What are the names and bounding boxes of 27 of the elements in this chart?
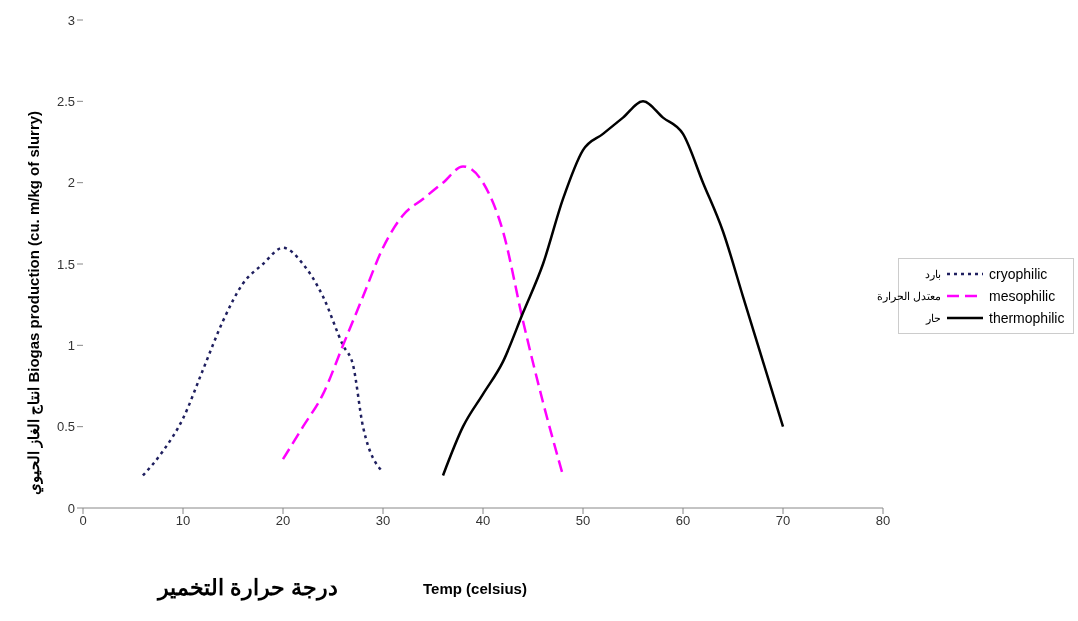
y-tick-label: 1: [67, 337, 75, 353]
y-tick-label: 2.5: [56, 93, 75, 109]
text: درجة حرارة التخمير: [158, 574, 339, 603]
text: انتاج الغاز الحيوي: [25, 386, 42, 496]
text: بارد: [924, 267, 941, 281]
legend-label: thermophilic: [989, 310, 1065, 326]
x-tick-label: 20: [275, 513, 291, 529]
y-tick-label: 0: [67, 500, 75, 516]
legend-label: cryophilic: [989, 266, 1048, 282]
x-tick-label: 10: [175, 513, 191, 529]
x-tick-label: 80: [875, 513, 891, 529]
x-axis-title: Temp (celsius): [423, 580, 527, 597]
y-tick-label: 3: [67, 12, 75, 28]
x-tick-label: 40: [475, 513, 491, 529]
x-tick-label: 50: [575, 513, 591, 529]
y-tick-label: 0.5: [56, 419, 75, 435]
x-tick-label: 0: [79, 513, 87, 529]
x-tick-label: 70: [775, 513, 791, 529]
x-tick-label: 60: [675, 513, 691, 529]
y-tick-label: 2: [67, 175, 75, 191]
y-axis-title: Biogas production (cu. m/kg of slurry): [25, 110, 42, 383]
annotation: معتدل الحرارة: [876, 289, 941, 303]
x-tick-label: 30: [375, 513, 391, 529]
text: حار: [924, 311, 941, 325]
y-tick-label: 1.5: [56, 256, 75, 272]
line-series: [441, 100, 785, 477]
legend-label: mesophilic: [989, 288, 1056, 304]
